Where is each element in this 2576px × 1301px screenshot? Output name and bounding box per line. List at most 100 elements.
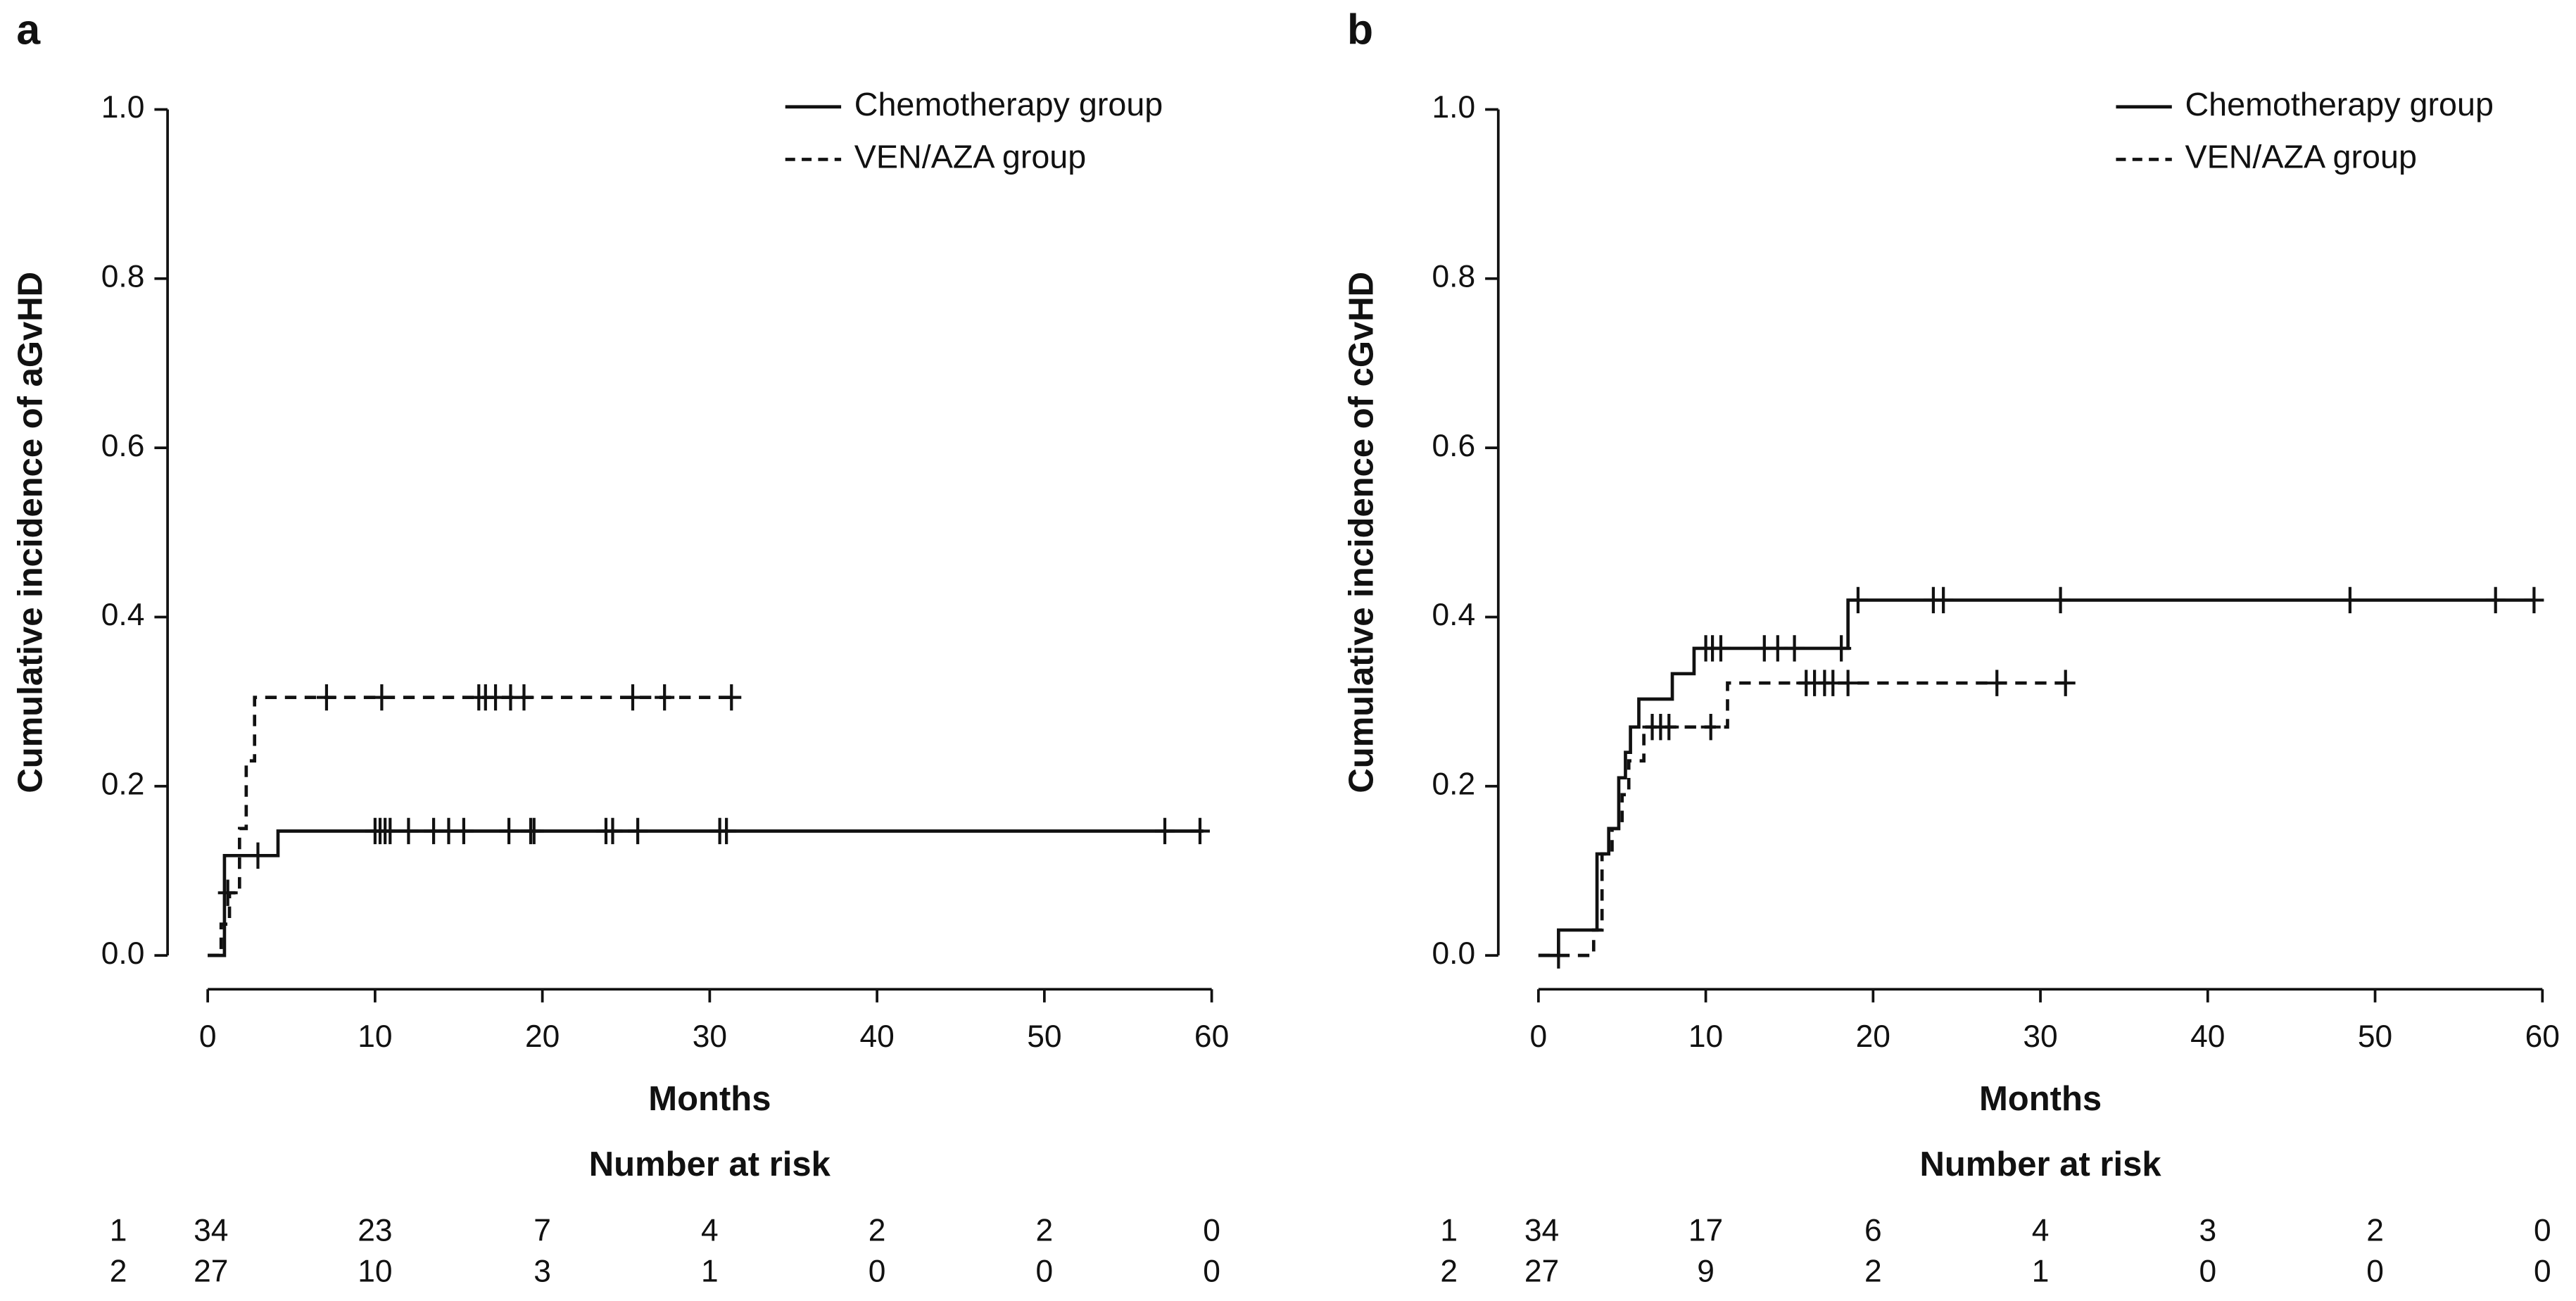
risk-table-title: Number at risk <box>589 1145 831 1183</box>
risk-count: 34 <box>1524 1213 1559 1247</box>
risk-count: 0 <box>869 1255 886 1289</box>
censor-mark <box>1155 817 1175 845</box>
censor-mark <box>316 684 336 711</box>
censor-mark <box>524 817 544 845</box>
censor-mark <box>1189 817 1210 845</box>
y-tick-label: 0.2 <box>1432 767 1475 802</box>
y-tick-label: 0.0 <box>1432 936 1475 971</box>
x-tick-label: 10 <box>1688 1019 1723 1054</box>
x-tick-label: 0 <box>199 1019 217 1054</box>
panel-label: b <box>1347 6 1373 54</box>
censor-mark <box>217 879 238 906</box>
risk-count: 10 <box>358 1255 392 1289</box>
censor-mark <box>1659 713 1679 741</box>
censor-mark <box>1987 670 2007 696</box>
y-axis-label: Cumulative incidence of cGvHD <box>1342 272 1380 793</box>
x-tick-label: 20 <box>1856 1019 1890 1054</box>
y-tick-label: 0.6 <box>101 429 145 463</box>
y-tick-label: 0.6 <box>1432 429 1475 463</box>
censor-mark <box>514 684 534 711</box>
censor-mark <box>628 817 648 845</box>
x-tick-label: 40 <box>2190 1019 2225 1054</box>
censor-mark <box>1548 942 1569 969</box>
legend-label: VEN/AZA group <box>2185 139 2416 175</box>
censor-mark <box>1700 713 1721 741</box>
risk-count: 34 <box>194 1213 228 1247</box>
y-tick-label: 0.4 <box>1432 598 1475 632</box>
censor-mark <box>1784 635 1805 662</box>
censor-mark <box>1848 586 1868 614</box>
risk-count: 2 <box>1864 1255 1882 1289</box>
y-tick-label: 0.2 <box>101 767 145 802</box>
y-axis-label: Cumulative incidence of aGvHD <box>12 272 50 793</box>
censor-mark <box>453 817 474 845</box>
risk-table-title: Number at risk <box>1919 1145 2161 1183</box>
risk-count: 0 <box>2199 1255 2216 1289</box>
risk-count: 2 <box>869 1213 886 1247</box>
risk-row-label: 1 <box>110 1213 127 1247</box>
risk-count: 0 <box>2534 1213 2551 1247</box>
step-line <box>1538 681 2066 957</box>
censor-mark <box>1831 635 1852 662</box>
risk-count: 2 <box>2366 1213 2384 1247</box>
x-tick-label: 20 <box>525 1019 560 1054</box>
step-line <box>208 829 1204 957</box>
risk-row-label: 1 <box>1440 1213 1458 1247</box>
y-tick-label: 1.0 <box>1432 90 1475 125</box>
panel-label: a <box>16 6 41 54</box>
censor-mark <box>248 842 268 869</box>
censor-mark <box>716 817 737 845</box>
x-tick-label: 0 <box>1530 1019 1548 1054</box>
x-tick-label: 40 <box>859 1019 894 1054</box>
y-tick-label: 0.8 <box>101 260 145 294</box>
risk-count: 0 <box>1203 1213 1220 1247</box>
censor-mark <box>623 684 643 711</box>
censor-mark <box>380 817 400 845</box>
risk-count: 0 <box>1036 1255 1054 1289</box>
legend-label: VEN/AZA group <box>854 139 1086 175</box>
censor-mark <box>2050 586 2071 614</box>
x-tick-label: 10 <box>358 1019 392 1054</box>
x-tick-label: 50 <box>1027 1019 1061 1054</box>
x-tick-label: 60 <box>2525 1019 2560 1054</box>
y-tick-label: 1.0 <box>101 90 145 125</box>
risk-count: 4 <box>2032 1213 2050 1247</box>
risk-count: 9 <box>1697 1255 1715 1289</box>
censor-mark <box>1710 635 1731 662</box>
y-tick-label: 0.4 <box>101 598 145 632</box>
censor-mark <box>2055 670 2076 696</box>
censor-mark <box>1933 586 1954 614</box>
censor-mark <box>2340 586 2360 614</box>
censor-mark <box>372 684 392 711</box>
risk-count: 3 <box>2199 1213 2216 1247</box>
risk-count: 27 <box>1524 1255 1559 1289</box>
y-tick-label: 0.0 <box>101 936 145 971</box>
risk-count: 1 <box>2032 1255 2050 1289</box>
risk-row-label: 2 <box>110 1255 127 1289</box>
risk-count: 0 <box>2366 1255 2384 1289</box>
x-tick-label: 30 <box>693 1019 727 1054</box>
risk-count: 17 <box>1688 1213 1723 1247</box>
y-tick-label: 0.8 <box>1432 260 1475 294</box>
risk-count: 0 <box>2534 1255 2551 1289</box>
x-axis-label: Months <box>1979 1080 2102 1118</box>
legend-label: Chemotherapy group <box>854 86 1163 122</box>
x-tick-label: 30 <box>2023 1019 2057 1054</box>
censor-mark <box>398 817 419 845</box>
step-line <box>208 696 732 957</box>
censor-mark <box>655 684 675 711</box>
censor-mark <box>499 817 519 845</box>
risk-count: 3 <box>533 1255 551 1289</box>
legend-label: Chemotherapy group <box>2185 86 2493 122</box>
risk-count: 4 <box>701 1213 719 1247</box>
risk-count: 6 <box>1864 1213 1882 1247</box>
risk-row-label: 2 <box>1440 1255 1458 1289</box>
censor-mark <box>721 684 742 711</box>
censor-mark <box>1767 635 1788 662</box>
x-tick-label: 60 <box>1194 1019 1229 1054</box>
risk-count: 27 <box>194 1255 228 1289</box>
risk-count: 0 <box>1203 1255 1220 1289</box>
censor-mark <box>602 817 623 845</box>
x-axis-label: Months <box>648 1080 771 1118</box>
